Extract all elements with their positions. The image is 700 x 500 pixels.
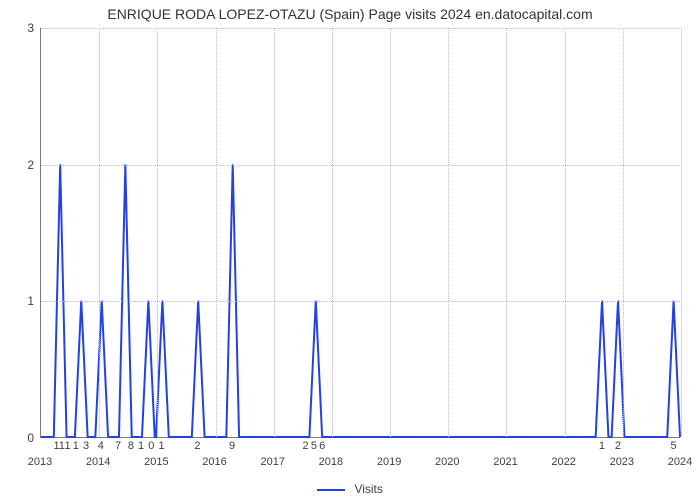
value-label: 5 (671, 440, 677, 452)
gridline-h (41, 165, 680, 166)
x-tick-label: 2014 (86, 456, 110, 468)
x-tick-label: 2013 (28, 456, 52, 468)
x-tick-label: 2015 (144, 456, 168, 468)
x-tick-label: 2019 (377, 456, 401, 468)
gridline-h (41, 28, 680, 29)
value-label: 5 (311, 440, 317, 452)
chart-title: ENRIQUE RODA LOPEZ-OTAZU (Spain) Page vi… (0, 6, 700, 22)
y-tick-label: 1 (0, 294, 34, 308)
value-label: 2 (194, 440, 200, 452)
x-tick-label: 2020 (435, 456, 459, 468)
value-label: 0 (148, 440, 154, 452)
value-label: 8 (128, 440, 134, 452)
gridline-v (274, 28, 275, 437)
x-tick-label: 2021 (493, 456, 517, 468)
gridline-v (623, 28, 624, 437)
gridline-v (506, 28, 507, 437)
value-label: 1 (73, 440, 79, 452)
y-tick-label: 3 (0, 21, 34, 35)
value-label: 7 (115, 440, 121, 452)
value-label: 11 (53, 440, 64, 452)
x-tick-label: 2022 (551, 456, 575, 468)
plot-area (40, 28, 680, 438)
legend: Visits (0, 482, 700, 496)
gridline-v (216, 28, 217, 437)
gridline-v (157, 28, 158, 437)
gridline-h (41, 301, 680, 302)
value-label: 9 (229, 440, 235, 452)
line-series (41, 28, 680, 437)
value-label: 1 (159, 440, 165, 452)
gridline-v (390, 28, 391, 437)
gridline-v (565, 28, 566, 437)
gridline-v (448, 28, 449, 437)
x-tick-label: 2024 (668, 456, 692, 468)
chart-container: ENRIQUE RODA LOPEZ-OTAZU (Spain) Page vi… (0, 0, 700, 500)
value-label: 1 (64, 440, 70, 452)
value-label: 2 (615, 440, 621, 452)
x-tick-label: 2016 (202, 456, 226, 468)
y-tick-label: 2 (0, 158, 34, 172)
gridline-v (99, 28, 100, 437)
x-tick-label: 2023 (610, 456, 634, 468)
value-label: 1 (138, 440, 144, 452)
y-tick-label: 0 (0, 431, 34, 445)
legend-swatch (317, 489, 345, 491)
gridline-v (332, 28, 333, 437)
value-label: 1 (599, 440, 605, 452)
x-tick-label: 2018 (319, 456, 343, 468)
gridline-v (681, 28, 682, 437)
x-tick-label: 2017 (260, 456, 284, 468)
value-label: 2 (303, 440, 309, 452)
value-label: 3 (83, 440, 89, 452)
legend-label: Visits (354, 482, 382, 496)
value-label: 6 (319, 440, 325, 452)
value-label: 4 (98, 440, 104, 452)
